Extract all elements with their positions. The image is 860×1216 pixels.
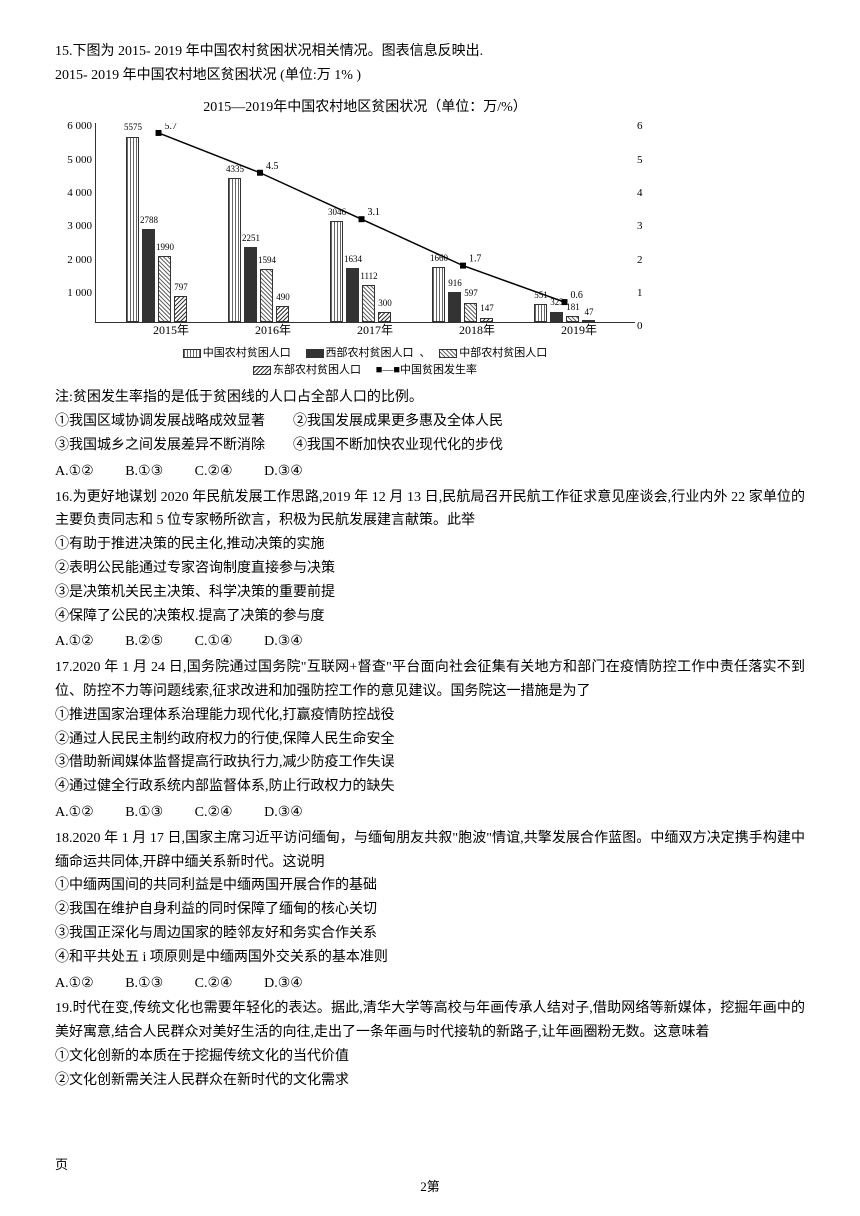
svg-text:4.5: 4.5	[266, 161, 278, 172]
chart-box: 5.74.53.11.70.6 6 0005 0004 0003 0002 00…	[95, 123, 635, 323]
svg-text:3.1: 3.1	[367, 208, 379, 219]
q16-s1: ①有助于推进决策的民主化,推动决策的实施	[55, 533, 805, 557]
q17-opt-d[interactable]: D.③④	[264, 801, 303, 825]
q17: 17.2020 年 1 月 24 日,国务院通过国务院"互联网+督查"平台面向社…	[55, 656, 805, 825]
page-suffix: 第	[427, 1179, 440, 1194]
q18-opt-a[interactable]: A.①②	[55, 972, 94, 996]
q15-s2: ③我国城乡之间发展差异不断消除 ④我国不断加快农业现代化的步伐	[55, 434, 805, 458]
q15-options: A.①② B.①③ C.②④ D.③④	[55, 460, 805, 484]
q18-opt-d[interactable]: D.③④	[264, 972, 303, 996]
chart-title: 2015—2019年中国农村地区贫困状况（单位：万/%）	[95, 96, 635, 120]
footer: 页 2第	[55, 1154, 805, 1198]
q17-s1: ①推进国家治理体系治理能力现代化,打赢疫情防控战役	[55, 704, 805, 728]
q16-options: A.①② B.②⑤ C.①④ D.③④	[55, 630, 805, 654]
q16-stem: 16.为更好地谋划 2020 年民航发展工作思路,2019 年 12 月 13 …	[55, 486, 805, 534]
q18-stem: 18.2020 年 1 月 17 日,国家主席习近平访问缅甸，与缅甸朋友共叙"胞…	[55, 827, 805, 875]
q15-stem: 15.下图为 2015- 2019 年中国农村贫困状况相关情况。图表信息反映出.	[55, 40, 805, 64]
legend-cn: 中国农村贫困人口	[203, 347, 291, 359]
legend-mid: 中部农村贫困人口	[459, 347, 547, 359]
q15-s1: ①我国区域协调发展战略成效显著 ②我国发展成果更多惠及全体人民	[55, 410, 805, 434]
q17-opt-a[interactable]: A.①②	[55, 801, 94, 825]
q15-opt-a[interactable]: A.①②	[55, 460, 94, 484]
q17-stem: 17.2020 年 1 月 24 日,国务院通过国务院"互联网+督查"平台面向社…	[55, 656, 805, 704]
q18-s4: ④和平共处五 i 项原则是中缅两国外交关系的基本准则	[55, 946, 805, 970]
q16-s3: ③是决策机关民主决策、科学决策的重要前提	[55, 581, 805, 605]
q18: 18.2020 年 1 月 17 日,国家主席习近平访问缅甸，与缅甸朋友共叙"胞…	[55, 827, 805, 996]
q16-opt-a[interactable]: A.①②	[55, 630, 94, 654]
q15-caption: 2015- 2019 年中国农村地区贫困状况 (单位:万 1% )	[55, 64, 805, 88]
q19-stem: 19.时代在变,传统文化也需要年轻化的表达。据此,清华大学等高校与年画传承人结对…	[55, 997, 805, 1045]
q17-s3: ③借助新闻媒体监督提高行政执行力,减少防疫工作失误	[55, 751, 805, 775]
q15-opt-d[interactable]: D.③④	[264, 460, 303, 484]
q16: 16.为更好地谋划 2020 年民航发展工作思路,2019 年 12 月 13 …	[55, 486, 805, 655]
legend-west: 西部农村贫困人口	[326, 347, 414, 359]
svg-text:1.7: 1.7	[469, 254, 481, 265]
q16-opt-d[interactable]: D.③④	[264, 630, 303, 654]
q19: 19.时代在变,传统文化也需要年轻化的表达。据此,清华大学等高校与年画传承人结对…	[55, 997, 805, 1092]
q19-s1: ①文化创新的本质在于挖掘传统文化的当代价值	[55, 1045, 805, 1069]
legend-rate: 中国贫困发生率	[400, 364, 477, 376]
q17-options: A.①② B.①③ C.②④ D.③④	[55, 801, 805, 825]
q15-opt-c[interactable]: C.②④	[195, 460, 233, 484]
q18-s1: ①中缅两国间的共同利益是中缅两国开展合作的基础	[55, 874, 805, 898]
q17-opt-c[interactable]: C.②④	[195, 801, 233, 825]
q16-opt-c[interactable]: C.①④	[195, 630, 233, 654]
q17-s2: ②通过人民民主制约政府权力的行使,保障人民生命安全	[55, 728, 805, 752]
svg-text:5.7: 5.7	[165, 123, 177, 132]
q18-options: A.①② B.①③ C.②④ D.③④	[55, 972, 805, 996]
q17-s4: ④通过健全行政系统内部监督体系,防止行政权力的缺失	[55, 775, 805, 799]
footer-left: 页	[55, 1157, 68, 1172]
chart: 2015—2019年中国农村地区贫困状况（单位：万/%） 5.7 4.5 3.1 1.…	[95, 96, 635, 379]
q19-s2: ②文化创新需关注人民群众在新时代的文化需求	[55, 1069, 805, 1093]
q15-note: 注:贫困发生率指的是低于贫困线的人口占全部人口的比例。	[55, 386, 805, 410]
chart-legend: 中国农村贫困人口 西部农村贫困人口、 中部农村贫困人口 东部农村贫困人口 ■—■…	[95, 345, 635, 378]
q16-s2: ②表明公民能通过专家咨询制度直接参与决策	[55, 557, 805, 581]
q17-opt-b[interactable]: B.①③	[125, 801, 163, 825]
q15: 15.下图为 2015- 2019 年中国农村贫困状况相关情况。图表信息反映出.…	[55, 40, 805, 484]
q18-opt-b[interactable]: B.①③	[125, 972, 163, 996]
q18-s2: ②我国在维护自身利益的同时保障了缅甸的核心关切	[55, 898, 805, 922]
q18-opt-c[interactable]: C.②④	[195, 972, 233, 996]
q16-opt-b[interactable]: B.②⑤	[125, 630, 163, 654]
legend-east: 东部农村贫困人口	[273, 364, 361, 376]
q16-s4: ④保障了公民的决策权.提高了决策的参与度	[55, 605, 805, 629]
q18-s3: ③我国正深化与周边国家的睦邻友好和务实合作关系	[55, 922, 805, 946]
q15-opt-b[interactable]: B.①③	[125, 460, 163, 484]
